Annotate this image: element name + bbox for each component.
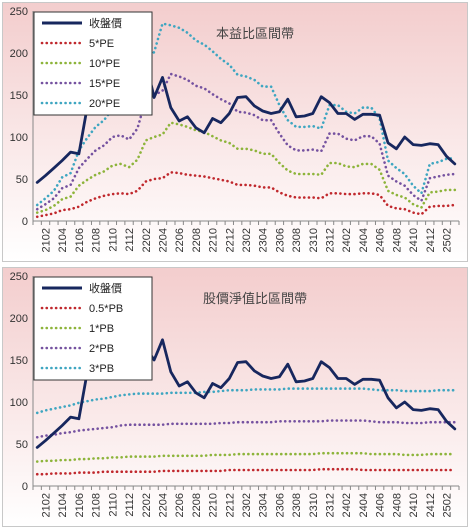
- pe-legend-label-4: 20*PE: [89, 98, 120, 110]
- pe-x-tick-label: 2302: [241, 228, 253, 252]
- pb-series-4-line: [35, 387, 457, 415]
- pb-x-tick-label: 2212: [224, 493, 236, 517]
- pe-x-tick-label: 2306: [274, 228, 286, 252]
- pe-x-tick-label: 2410: [408, 228, 420, 252]
- pb-x-tick-label: 2404: [358, 493, 370, 517]
- pb-x-tick-label: 2410: [408, 493, 420, 517]
- pe-x-tick-label: 2108: [91, 228, 103, 252]
- pb-x-tick-label: 2312: [325, 493, 337, 517]
- pb-x-tick-label: 2108: [91, 493, 103, 517]
- pe-x-tick-label: 2110: [107, 228, 119, 252]
- pe-x-tick-label: 2308: [291, 228, 303, 252]
- pe-y-tick-label: 200: [10, 48, 28, 60]
- pb-x-tick-label: 2106: [74, 493, 86, 517]
- pb-x-tick-label: 2102: [41, 493, 53, 517]
- pe-legend-label-2: 10*PE: [89, 58, 120, 70]
- pe-x-tick-label: 2112: [124, 228, 136, 252]
- pb-x-tick-label: 2308: [291, 493, 303, 517]
- pe-legend: [33, 11, 153, 116]
- pb-legend-label-0: 收盤價: [89, 281, 122, 295]
- pb-x-tick-label: 2112: [124, 493, 136, 517]
- pe-x-tick-label: 2210: [208, 228, 220, 252]
- pb-series-2-line: [35, 451, 457, 463]
- pe-legend-label-3: 15*PE: [89, 78, 120, 90]
- pe-x-tick-label: 2202: [141, 228, 153, 252]
- pe-x-tick-label: 2304: [258, 228, 270, 252]
- pe-chart-title: 本益比區間帶: [216, 26, 294, 41]
- pe-y-tick-label: 150: [10, 90, 28, 102]
- pe-x-tick-label: 2106: [74, 228, 86, 252]
- pe-band-chart-svg: 0 50 100 150 200 250 2102 2104 2106 2108 2110 2112 2…: [3, 3, 467, 261]
- pe-series-3-line: [35, 72, 457, 211]
- pb-legend-label-1: 0.5*PB: [89, 303, 123, 315]
- pe-x-tick-label: 2206: [174, 228, 186, 252]
- pb-y-tick-label: 50: [16, 439, 28, 451]
- pe-x-tick-label: 2104: [57, 228, 69, 252]
- pe-y-tick-label: 0: [22, 216, 28, 228]
- pe-series-2-line: [35, 121, 457, 214]
- pb-x-tick-label: 2202: [141, 493, 153, 517]
- pb-series-1-line: [35, 467, 457, 476]
- pb-x-tick-label: 2304: [258, 493, 270, 517]
- pb-x-tick-label: 2306: [274, 493, 286, 517]
- pb-band-chart-svg: 0 50 100 150 200 250 2102 2104 2106 2108 2110 2112 2…: [3, 268, 467, 526]
- pe-x-tick-label: 2212: [224, 228, 236, 252]
- pe-y-tick-label: 50: [16, 174, 28, 186]
- pb-x-tick-label: 2412: [425, 493, 437, 517]
- pb-y-tick-label: 250: [10, 271, 28, 283]
- pe-x-tick-label: 2404: [358, 228, 370, 252]
- pe-x-tick-label: 2204: [157, 228, 169, 252]
- pb-x-tick-label: 2210: [208, 493, 220, 517]
- pb-x-tick-label: 2302: [241, 493, 253, 517]
- pb-y-tick-label: 200: [10, 313, 28, 325]
- pe-x-tick-label: 2208: [191, 228, 203, 252]
- pe-x-tick-label: 2408: [391, 228, 403, 252]
- pb-x-tick-label: 2110: [107, 493, 119, 517]
- pe-x-tick-label: 2406: [375, 228, 387, 252]
- pe-x-tick-label: 2312: [325, 228, 337, 252]
- pb-x-tick-label: 2208: [191, 493, 203, 517]
- pe-x-tick-label: 2412: [425, 228, 437, 252]
- pe-series-1-line: [35, 171, 457, 219]
- pe-x-tick-label: 2310: [308, 228, 320, 252]
- pb-x-tick-label: 2402: [341, 493, 353, 517]
- pe-band-chart: 0 50 100 150 200 250 2102 2104 2106 2108 2110 2112 2…: [2, 2, 468, 262]
- pb-x-tick-label: 2206: [174, 493, 186, 517]
- pe-legend-label-1: 5*PE: [89, 38, 114, 50]
- pe-y-tick-label: 100: [10, 132, 28, 144]
- pb-x-tick-label: 2408: [391, 493, 403, 517]
- pb-chart-title: 股價淨值比區間帶: [203, 291, 307, 306]
- pe-legend-label-0: 收盤價: [89, 16, 122, 30]
- pb-legend-label-3: 2*PB: [89, 343, 114, 355]
- pb-y-tick-label: 150: [10, 355, 28, 367]
- pe-x-tick-label: 2402: [341, 228, 353, 252]
- pe-y-tick-label: 250: [10, 6, 28, 18]
- pb-y-tick-label: 100: [10, 397, 28, 409]
- pb-series-3-line: [35, 419, 457, 439]
- pb-legend-label-2: 1*PB: [89, 323, 114, 335]
- pb-x-tick-label: 2310: [308, 493, 320, 517]
- pb-y-tick-label: 0: [22, 481, 28, 493]
- pe-x-tick-label: 2102: [41, 228, 53, 252]
- pe-series-4-line: [35, 22, 457, 207]
- pb-x-tick-label: 2502: [441, 493, 453, 517]
- pb-legend-label-4: 3*PB: [89, 363, 114, 375]
- pe-x-tick-label: 2502: [441, 228, 453, 252]
- pb-band-chart: 0 50 100 150 200 250 2102 2104 2106 2108 2110 2112 2…: [2, 267, 468, 527]
- pb-x-tick-label: 2406: [375, 493, 387, 517]
- pb-x-tick-label: 2104: [57, 493, 69, 517]
- pb-legend: [33, 276, 153, 381]
- pb-x-tick-label: 2204: [157, 493, 169, 517]
